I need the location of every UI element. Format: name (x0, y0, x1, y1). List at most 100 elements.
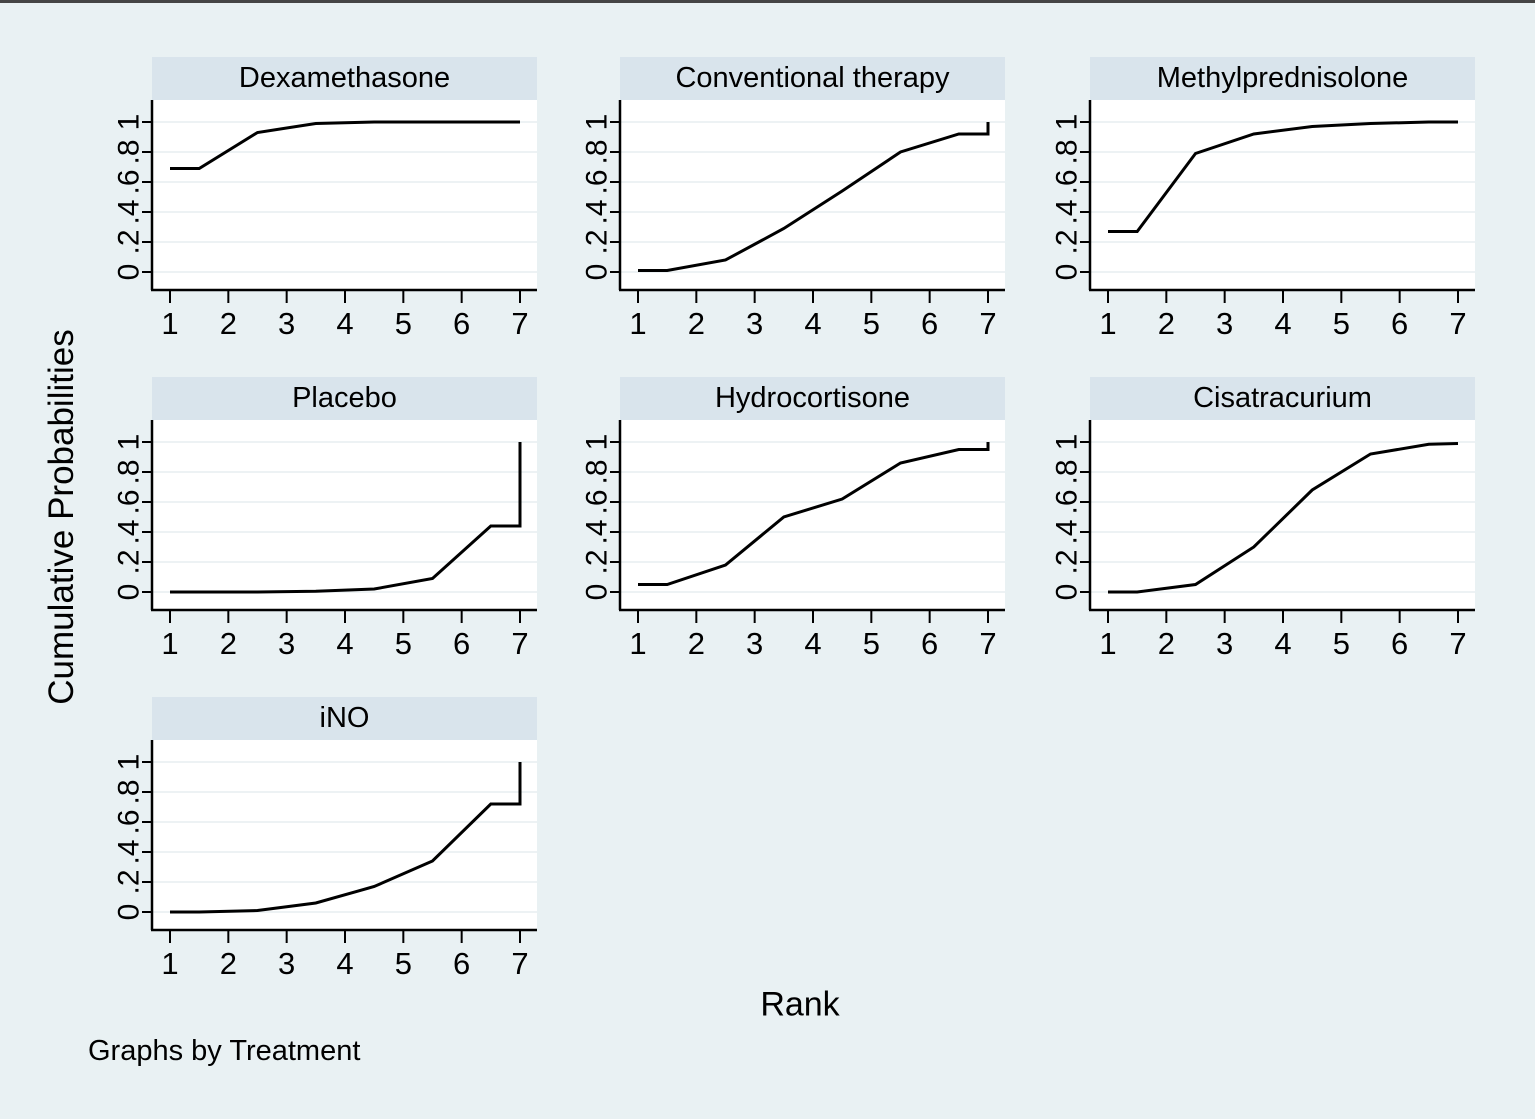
x-tick-label: 2 (220, 946, 237, 981)
panel-plot: 0 .2 .4 .6 .8 1 1 2 3 4 5 6 7 (113, 100, 537, 341)
x-tick-label: 2 (688, 306, 705, 341)
x-tick-label: 1 (1099, 306, 1116, 341)
panel-plot: 0 .2 .4 .6 .8 1 1 2 3 4 5 6 7 (581, 420, 1005, 661)
y-tick-label: .8 (581, 459, 614, 484)
panel-title: Hydrocortisone (620, 377, 1005, 420)
y-tick-label: .4 (581, 199, 614, 224)
panel-plot: 0 .2 .4 .6 .8 1 1 2 3 4 5 6 7 (113, 740, 537, 981)
y-tick-label: 0 (113, 904, 146, 921)
panel-title: Dexamethasone (152, 57, 537, 100)
panel-placebo: Placebo 0 .2 .4 .6 .8 1 1 2 3 4 5 6 7 (97, 377, 537, 662)
panel-hydrocortisone: Hydrocortisone 0 .2 .4 .6 .8 1 1 2 3 4 5 6 7 (565, 377, 1005, 662)
y-tick-label: .2 (113, 229, 146, 254)
x-axis-title: Rank (760, 985, 840, 1024)
x-tick-label: 1 (629, 626, 646, 661)
x-tick-label: 5 (863, 626, 880, 661)
y-tick-label: 1 (113, 114, 146, 131)
y-tick-label: .4 (113, 519, 146, 544)
y-tick-label: 1 (581, 434, 614, 451)
y-tick-label: .6 (113, 489, 146, 514)
panel-title: Methylprednisolone (1090, 57, 1475, 100)
x-tick-label: 6 (453, 946, 470, 981)
y-tick-label: .8 (113, 779, 146, 804)
x-tick-label: 7 (511, 946, 528, 981)
x-tick-label: 6 (1391, 626, 1408, 661)
panel-plot: 0 .2 .4 .6 .8 1 1 2 3 4 5 6 7 (113, 420, 537, 661)
x-tick-label: 2 (1158, 306, 1175, 341)
y-tick-label: .2 (581, 229, 614, 254)
y-tick-label: 1 (113, 434, 146, 451)
x-tick-label: 4 (336, 626, 353, 661)
plot-background (152, 100, 537, 290)
x-tick-label: 2 (220, 626, 237, 661)
panel-ino: iNO 0 .2 .4 .6 .8 1 1 2 3 4 5 6 7 (97, 697, 537, 982)
y-tick-label: .4 (113, 839, 146, 864)
x-tick-label: 3 (746, 306, 763, 341)
y-tick-label: .2 (113, 549, 146, 574)
cumulative-probability-line (1108, 442, 1459, 594)
y-tick-label: .6 (113, 809, 146, 834)
cumulative-probability-line (170, 442, 522, 594)
x-tick-label: 7 (979, 306, 996, 341)
y-tick-label: .6 (581, 489, 614, 514)
panel-plot: 0 .2 .4 .6 .8 1 1 2 3 4 5 6 7 (1051, 420, 1475, 661)
panel-title: iNO (152, 697, 537, 740)
x-tick-label: 6 (1391, 306, 1408, 341)
x-tick-label: 4 (1274, 306, 1291, 341)
plot-background (152, 740, 537, 930)
x-tick-label: 4 (804, 306, 821, 341)
panel-plot: 0 .2 .4 .6 .8 1 1 2 3 4 5 6 7 (581, 100, 1005, 341)
y-tick-label: .8 (1051, 459, 1084, 484)
panel-title: Placebo (152, 377, 537, 420)
y-tick-label: 0 (581, 584, 614, 601)
cumulative-probability-line (170, 762, 522, 914)
x-tick-label: 5 (395, 626, 412, 661)
y-tick-label: 0 (1051, 264, 1084, 281)
cumulative-probability-line (1108, 120, 1458, 233)
x-tick-label: 6 (921, 306, 938, 341)
y-tick-label: .8 (1051, 139, 1084, 164)
x-tick-label: 3 (746, 626, 763, 661)
plot-background (1090, 420, 1475, 610)
by-treatment-note: Graphs by Treatment (88, 1035, 361, 1067)
x-tick-label: 1 (161, 946, 178, 981)
y-tick-label: .4 (1051, 519, 1084, 544)
y-tick-label: .6 (113, 169, 146, 194)
y-axis-title: Cumulative Probabilities (42, 329, 81, 705)
panel-methylprednisolone: Methylprednisolone 0 .2 .4 .6 .8 1 1 2 3 4 5 6 7 (1035, 57, 1475, 342)
x-tick-label: 4 (336, 306, 353, 341)
cumulative-probability-line (170, 120, 520, 170)
x-tick-label: 2 (220, 306, 237, 341)
plot-background (152, 420, 537, 610)
plot-background (620, 100, 1005, 290)
x-tick-label: 5 (863, 306, 880, 341)
plot-background (1090, 100, 1475, 290)
x-tick-label: 4 (804, 626, 821, 661)
panel-cisatracurium: Cisatracurium 0 .2 .4 .6 .8 1 1 2 3 4 5 6 7 (1035, 377, 1475, 662)
y-tick-label: .8 (581, 139, 614, 164)
y-tick-label: .2 (1051, 549, 1084, 574)
panel-title: Cisatracurium (1090, 377, 1475, 420)
x-tick-label: 2 (1158, 626, 1175, 661)
cumulative-probability-line (638, 122, 990, 272)
y-tick-label: 1 (113, 754, 146, 771)
x-tick-label: 1 (161, 306, 178, 341)
x-tick-label: 6 (921, 626, 938, 661)
x-tick-label: 5 (395, 946, 412, 981)
x-tick-label: 2 (688, 626, 705, 661)
x-tick-label: 7 (979, 626, 996, 661)
y-tick-label: .2 (581, 549, 614, 574)
y-tick-label: .8 (113, 459, 146, 484)
x-tick-label: 3 (1216, 306, 1233, 341)
y-tick-label: 1 (1051, 114, 1084, 131)
y-tick-label: 0 (113, 264, 146, 281)
cumulative-probability-line (638, 442, 990, 586)
y-tick-label: 1 (581, 114, 614, 131)
x-tick-label: 1 (161, 626, 178, 661)
x-tick-label: 7 (511, 306, 528, 341)
x-tick-label: 7 (511, 626, 528, 661)
panel-title: Conventional therapy (620, 57, 1005, 100)
x-tick-label: 3 (278, 306, 295, 341)
y-tick-label: .2 (1051, 229, 1084, 254)
